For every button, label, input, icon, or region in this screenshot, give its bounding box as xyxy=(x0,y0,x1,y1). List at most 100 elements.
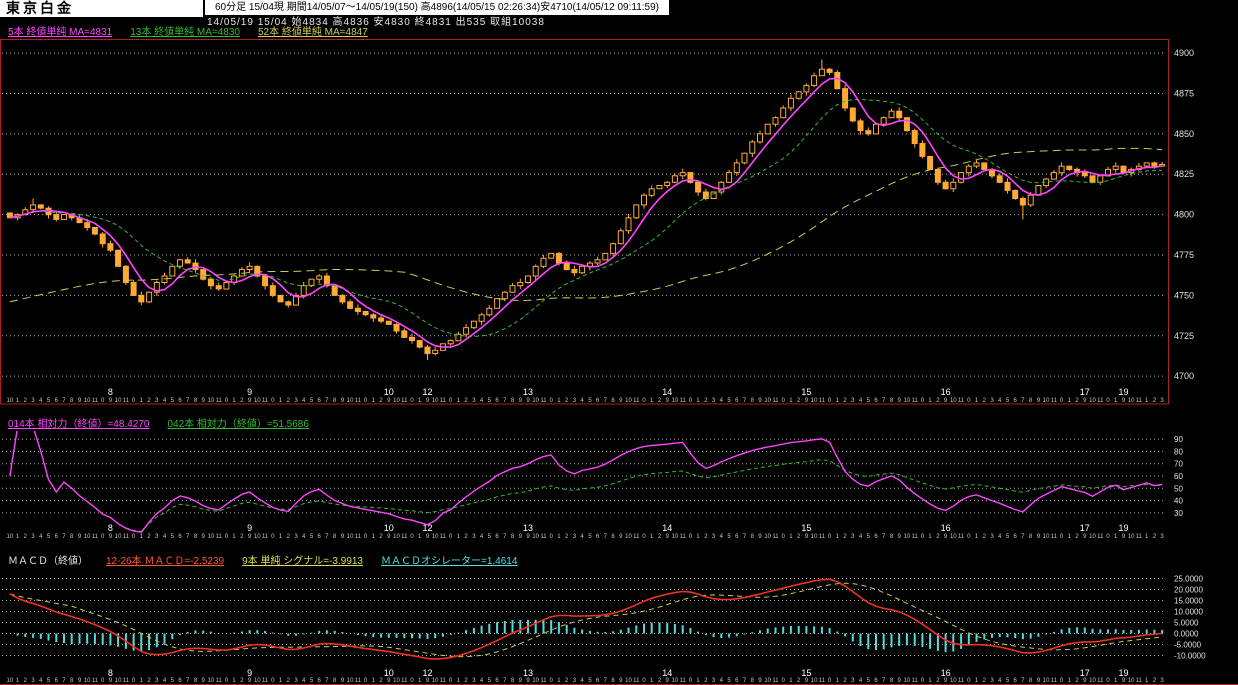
x-hour-label: 9 xyxy=(519,398,523,404)
x-hour-label: 0 xyxy=(689,398,693,404)
x-hour-label: 3 xyxy=(472,534,476,540)
x-hour-label: 9 xyxy=(387,398,391,404)
x-hour-label: 0 xyxy=(364,534,368,540)
axis-tick-label: 50 xyxy=(1174,484,1183,493)
x-hour-label: 4 xyxy=(720,678,724,684)
x-hour-label: 7 xyxy=(186,398,190,404)
x-date-label: 17 xyxy=(1080,668,1090,678)
x-hour-label: 9 xyxy=(248,398,252,404)
x-hour-label: 8 xyxy=(1029,398,1033,404)
x-hour-label: 0 xyxy=(449,678,453,684)
x-hour-label: 10 xyxy=(672,398,679,404)
x-hour-label: 1 xyxy=(650,398,654,404)
x-hour-label: 11 xyxy=(401,534,408,540)
x-hour-label: 1 xyxy=(16,534,20,540)
axis-tick-label: 60 xyxy=(1174,472,1183,481)
x-hour-label: 1 xyxy=(1068,678,1072,684)
x-hour-label: 4 xyxy=(39,534,43,540)
x-hour-label: 2 xyxy=(658,398,662,404)
x-hour-label: 0 xyxy=(449,534,453,540)
x-hour-label: 2 xyxy=(147,678,151,684)
x-hour-label: 0 xyxy=(101,534,105,540)
x-hour-label: 9 xyxy=(619,678,623,684)
x-hour-label: 2 xyxy=(843,534,847,540)
x-hour-label: 9 xyxy=(898,678,902,684)
x-hour-label: 1 xyxy=(418,534,422,540)
x-hour-label: 4 xyxy=(720,398,724,404)
x-hour-label: 2 xyxy=(936,534,940,540)
x-hour-label: 0 xyxy=(642,678,646,684)
x-hour-label: 11 xyxy=(216,678,223,684)
x-hour-label: 10 xyxy=(1089,678,1096,684)
macd-osc-legend: ＭＡＣＤオシレーター=1.4614 xyxy=(381,556,518,567)
x-hour-label: 0 xyxy=(828,678,832,684)
x-hour-label: 11 xyxy=(123,398,130,404)
x-hour-label: 6 xyxy=(735,398,739,404)
x-hour-label: 10 xyxy=(115,534,122,540)
x-hour-label: 10 xyxy=(1128,534,1135,540)
x-hour-label: 2 xyxy=(379,398,383,404)
x-hour-label: 10 xyxy=(432,678,439,684)
x-hour-label: 0 xyxy=(967,398,971,404)
x-hour-label: 10 xyxy=(347,398,354,404)
x-hour-label: 10 xyxy=(254,534,261,540)
x-hour-label: 10 xyxy=(1043,678,1050,684)
axis-tick-label: -5.0000 xyxy=(1174,641,1202,650)
x-hour-label: 10 xyxy=(811,678,818,684)
x-hour-label: 2 xyxy=(287,678,291,684)
x-hour-label: 10 xyxy=(115,398,122,404)
rsi14-legend: 014本 相対力（終値）=48.4270 xyxy=(8,419,150,430)
x-hour-label: 2 xyxy=(843,398,847,404)
x-hour-label: 11 xyxy=(772,398,779,404)
x-hour-label: 4 xyxy=(580,398,584,404)
x-hour-label: 6 xyxy=(596,398,600,404)
x-hour-label: 9 xyxy=(619,534,623,540)
x-hour-label: 9 xyxy=(78,534,82,540)
x-date-label: 15 xyxy=(801,668,811,678)
x-hour-label: 5 xyxy=(310,534,314,540)
rsi14-line xyxy=(9,431,1163,533)
rsi42-line xyxy=(9,431,1163,533)
x-hour-label: 0 xyxy=(410,678,414,684)
x-hour-label: 6 xyxy=(318,678,322,684)
x-hour-label: 11 xyxy=(92,534,99,540)
x-hour-label: 11 xyxy=(540,398,547,404)
x-hour-label: 0 xyxy=(828,534,832,540)
axis-tick-label: 10.0000 xyxy=(1174,608,1203,617)
axis-tick-label: 4800 xyxy=(1174,210,1194,220)
axis-tick-label: 4825 xyxy=(1174,169,1194,179)
x-date-label: 10 xyxy=(384,523,394,533)
x-hour-label: 2 xyxy=(464,678,468,684)
x-hour-label: 1 xyxy=(975,534,979,540)
x-hour-label: 4 xyxy=(859,534,863,540)
x-hour-label: 9 xyxy=(387,534,391,540)
x-hour-label: 1 xyxy=(457,678,461,684)
x-hour-label: 1 xyxy=(372,398,376,404)
x-hour-label: 10 xyxy=(625,398,632,404)
x-hour-label: 9 xyxy=(248,534,252,540)
x-hour-label: 10 xyxy=(254,398,261,404)
x-hour-label: 10 xyxy=(950,534,957,540)
x-hour-label: 7 xyxy=(604,678,608,684)
x-hour-label: 4 xyxy=(998,398,1002,404)
macd-chart[interactable]: 25.0000 20.0000 15.0000 10.0000 5.0000 0.0000… xyxy=(0,569,1238,685)
x-date-label: 9 xyxy=(247,523,252,533)
x-hour-label: 0 xyxy=(364,398,368,404)
x-hour-label: 7 xyxy=(62,398,66,404)
x-hour-label: 2 xyxy=(843,678,847,684)
x-hour-label: 3 xyxy=(851,534,855,540)
macd-value-legend: 12-26本 ＭＡＣＤ=-2.5239 xyxy=(106,556,225,567)
x-hour-label: 1 xyxy=(696,398,700,404)
x-hour-label: 11 xyxy=(680,398,687,404)
x-hour-label: 11 xyxy=(1051,678,1058,684)
x-hour-label: 11 xyxy=(633,678,640,684)
x-hour-label: 2 xyxy=(797,534,801,540)
x-hour-label: 9 xyxy=(1083,534,1087,540)
x-hour-label: 1 xyxy=(372,534,376,540)
x-hour-label: 6 xyxy=(495,534,499,540)
x-hour-label: 1 xyxy=(457,398,461,404)
x-hour-label: 7 xyxy=(604,398,608,404)
x-hour-label: 0 xyxy=(271,678,275,684)
